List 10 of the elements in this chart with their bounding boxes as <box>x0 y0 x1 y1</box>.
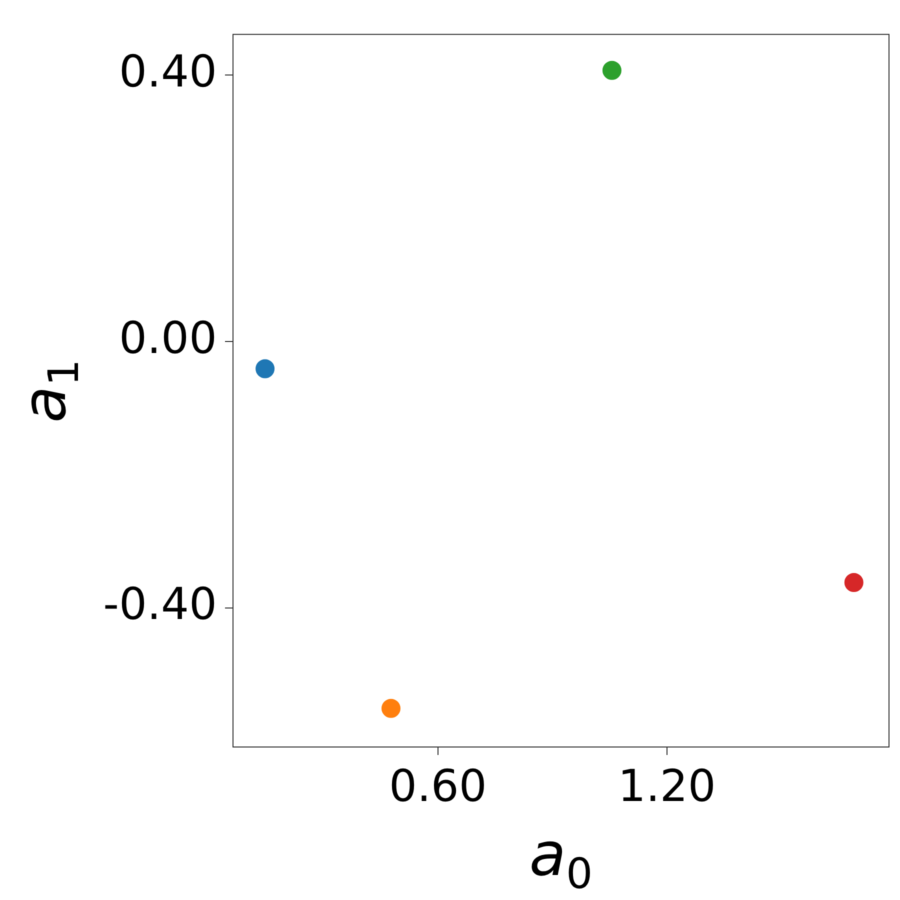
x-tick-label: 0.60 <box>388 760 487 812</box>
x-tick-label: 1.20 <box>618 760 716 812</box>
point <box>844 573 864 592</box>
point <box>256 359 275 378</box>
y-tick-label: 0.40 <box>119 46 217 98</box>
x-axis-title: a$_{0}$ <box>529 820 593 898</box>
y-tick-label: 0.00 <box>119 312 217 364</box>
y-tick-label: -0.40 <box>103 579 217 630</box>
point <box>381 698 400 718</box>
point <box>602 60 622 80</box>
